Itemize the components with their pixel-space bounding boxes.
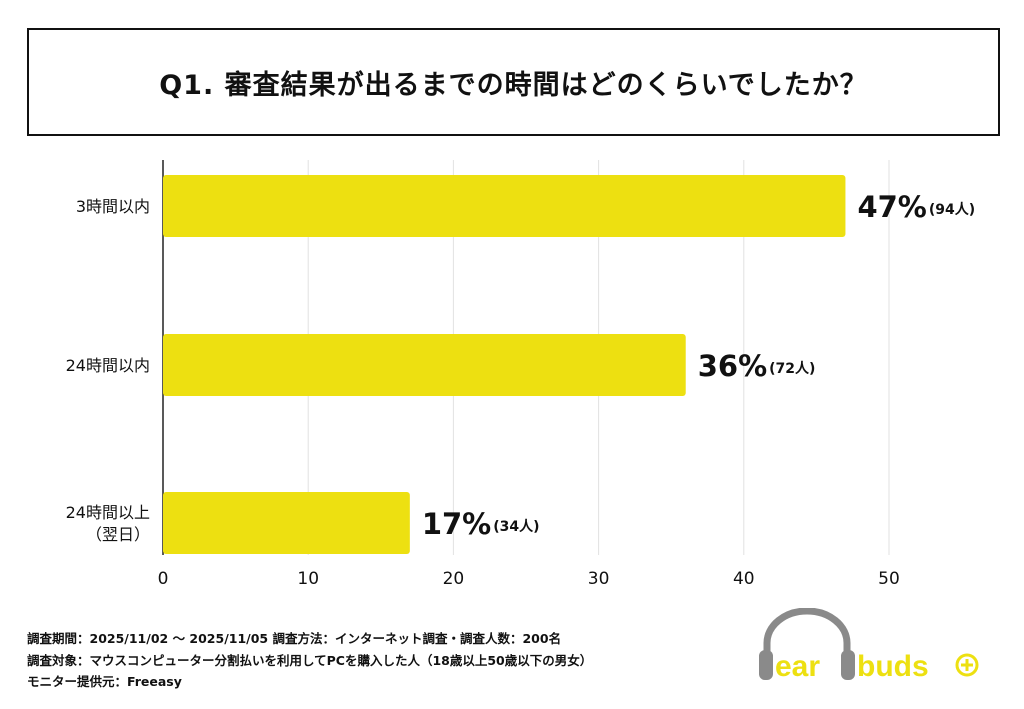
- count-label: (34人): [493, 518, 539, 535]
- x-tick-label: 10: [297, 569, 319, 589]
- bar: [163, 334, 686, 396]
- footer-survey-period: 調査期間：2025/11/02 ～ 2025/11/05 調査方法：インターネッ…: [27, 631, 562, 646]
- value-label: 36%: [698, 349, 767, 383]
- count-label: (94人): [929, 201, 975, 218]
- category-label: 3時間以内: [76, 197, 150, 216]
- chart-title: Q1. 審査結果が出るまでの時間はどのくらいでしたか？: [159, 69, 868, 101]
- bar: [163, 175, 846, 237]
- category-label: （翌日）: [86, 525, 150, 544]
- x-tick-label: 50: [878, 569, 900, 589]
- x-tick-label: 30: [588, 569, 610, 589]
- x-tick-label: 0: [158, 569, 169, 589]
- bar: [163, 492, 410, 554]
- footer-monitor-source: モニター提供元：Freeasy: [27, 674, 182, 689]
- x-tick-label: 20: [443, 569, 465, 589]
- category-label: 24時間以内: [66, 356, 150, 375]
- count-label: (72人): [769, 360, 815, 377]
- footer-survey-target: 調査対象：マウスコンピューター分割払いを利用してPCを購入した人（18歳以上50…: [27, 653, 593, 668]
- value-label: 47%: [857, 190, 926, 224]
- svg-text:buds: buds: [857, 650, 929, 683]
- earbuds-logo: ear buds: [759, 608, 979, 683]
- svg-text:ear: ear: [775, 650, 820, 683]
- category-label: 24時間以上: [66, 503, 150, 522]
- value-label: 17%: [422, 507, 491, 541]
- x-tick-label: 40: [733, 569, 755, 589]
- chart-title-box: Q1. 審査結果が出るまでの時間はどのくらいでしたか？: [27, 28, 1000, 136]
